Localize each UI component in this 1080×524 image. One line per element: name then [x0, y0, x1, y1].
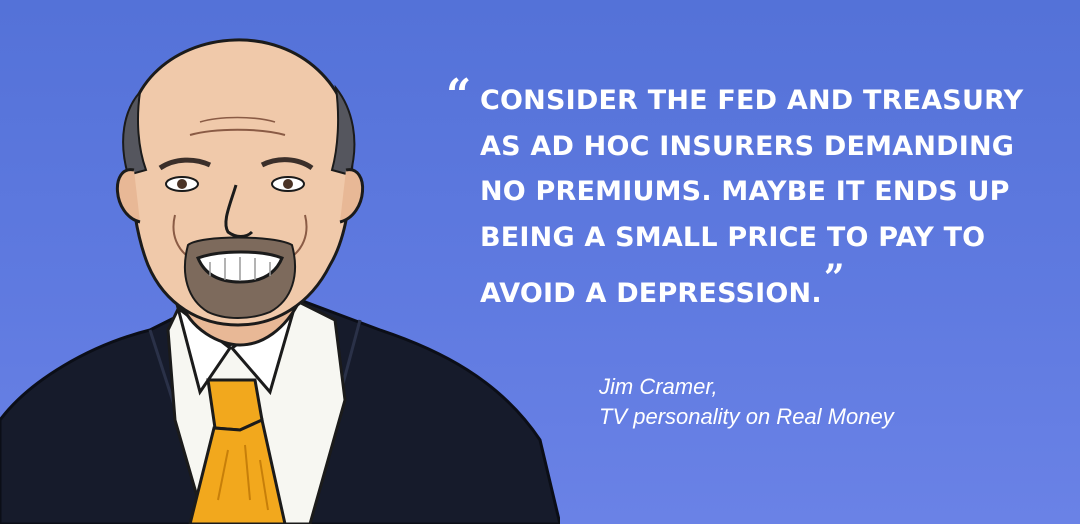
close-quote-icon: ”	[823, 257, 845, 299]
attribution-name: Jim Cramer,	[599, 374, 718, 399]
attribution: Jim Cramer, TV personality on Real Money	[599, 372, 894, 432]
quote-line-1: CONSIDER THE FED AND TREASURY	[480, 85, 1024, 116]
quote-block: “ CONSIDER THE FED AND TREASURY AS AD HO…	[446, 74, 1046, 317]
quote-line-5-text: AVOID A DEPRESSION.	[480, 278, 822, 309]
open-quote-icon: “	[446, 70, 472, 121]
quote-line-4: BEING A SMALL PRICE TO PAY TO	[480, 221, 986, 253]
portrait-illustration-icon	[0, 38, 560, 524]
quote-line-2: AS AD HOC INSURERS DEMANDING	[480, 130, 1015, 162]
quote-line-3: NO PREMIUMS. MAYBE IT ENDS UP	[480, 176, 1010, 207]
attribution-title: TV personality on Real Money	[599, 404, 894, 429]
quote-line-5: AVOID A DEPRESSION.”	[480, 260, 1046, 317]
